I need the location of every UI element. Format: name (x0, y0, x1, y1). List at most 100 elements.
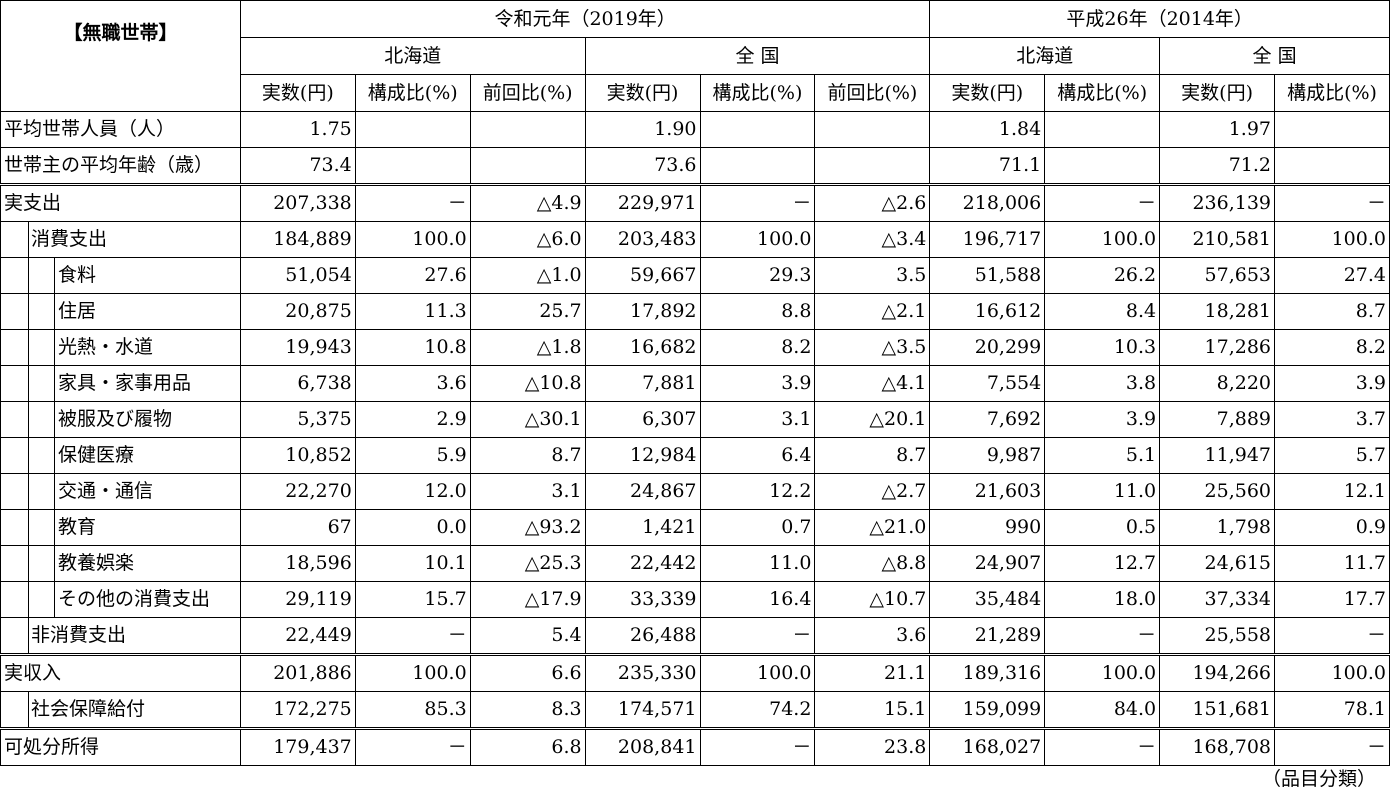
table-row: 可処分所得 179,437 － 6.8 208,841 － 23.8 168,027 － 168,… (0, 727, 1390, 766)
table-cell: 0.7 (699, 509, 816, 546)
table-cell: 2.9 (354, 401, 471, 438)
table-cell: △93.2 (469, 509, 586, 546)
table-cell: 29,119 (239, 581, 356, 618)
col-header-jissu: 実数(円) (929, 74, 1046, 112)
table-cell (1044, 147, 1161, 185)
row-label: 住居 (0, 293, 241, 330)
table-cell: 67 (239, 509, 356, 546)
table-cell: 73.4 (239, 147, 356, 185)
table-cell: 19,943 (239, 329, 356, 366)
table-cell: △8.8 (814, 545, 931, 582)
table-corner-label: 【無職世帯】 (0, 0, 241, 112)
table-cell (1274, 147, 1390, 185)
table-cell: 218,006 (929, 183, 1046, 222)
table-cell: 3.5 (814, 257, 931, 294)
table-cell: 27.4 (1274, 257, 1390, 294)
table-cell: 168,027 (929, 727, 1046, 766)
table-cell: 71.2 (1159, 147, 1276, 185)
table-cell: △20.1 (814, 401, 931, 438)
table-cell: 73.6 (584, 147, 701, 185)
table-cell: 71.1 (929, 147, 1046, 185)
table-cell: 196,717 (929, 221, 1046, 258)
table-cell: 25,558 (1159, 617, 1276, 655)
table-row: 家具・家事用品 6,738 3.6 △10.8 7,881 3.9 △4.1 7,554 3.8… (0, 365, 1390, 402)
table-cell: 84.0 (1044, 691, 1161, 729)
table-cell: △3.5 (814, 329, 931, 366)
table-cell: 5.1 (1044, 437, 1161, 474)
table-row: その他の消費支出 29,119 15.7 △17.9 33,339 16.4 △10.7 35… (0, 581, 1390, 618)
row-label: その他の消費支出 (0, 581, 241, 618)
table-cell: 1.75 (239, 111, 356, 148)
table-cell: 159,099 (929, 691, 1046, 729)
table-cell: 8.8 (699, 293, 816, 330)
table-cell: 11.7 (1274, 545, 1390, 582)
period-header-r1: 令和元年（2019年） (239, 0, 931, 38)
table-cell: 10.3 (1044, 329, 1161, 366)
table-cell: 12.1 (1274, 473, 1390, 510)
table-cell: 9,987 (929, 437, 1046, 474)
table-cell (354, 147, 471, 185)
table-cell: 24,867 (584, 473, 701, 510)
table-cell: △1.0 (469, 257, 586, 294)
table-cell: 203,483 (584, 221, 701, 258)
row-label: 実収入 (0, 653, 241, 692)
table-cell (469, 147, 586, 185)
table-cell: 78.1 (1274, 691, 1390, 729)
row-label: 社会保障給付 (0, 691, 241, 729)
table-cell: 5.7 (1274, 437, 1390, 474)
table-cell: 74.2 (699, 691, 816, 729)
table-row: 被服及び履物 5,375 2.9 △30.1 6,307 3.1 △20.1 7,692 3.9… (0, 401, 1390, 438)
table-cell: 85.3 (354, 691, 471, 729)
table-cell: 29.3 (699, 257, 816, 294)
region-header-r1-hokkaido: 北海道 (239, 37, 586, 75)
table-cell: 21,603 (929, 473, 1046, 510)
table-cell (354, 111, 471, 148)
table-cell: 10.8 (354, 329, 471, 366)
table-cell: － (354, 183, 471, 222)
table-cell: △17.9 (469, 581, 586, 618)
table-cell: － (699, 727, 816, 766)
table-cell: － (699, 617, 816, 655)
table-row: 平均世帯人員（人） 1.75 1.90 1.84 1.97 (0, 111, 1390, 148)
table-row: 教育 67 0.0 △93.2 1,421 0.7 △21.0 990 0.5 1,798 0.9 (0, 509, 1390, 546)
table-cell: 1.84 (929, 111, 1046, 148)
table-cell: 3.9 (699, 365, 816, 402)
table-cell: 11,947 (1159, 437, 1276, 474)
table-cell: △25.3 (469, 545, 586, 582)
table-cell: 12.2 (699, 473, 816, 510)
table-cell: 1.90 (584, 111, 701, 148)
region-header-r1-zenkoku: 全 国 (584, 37, 931, 75)
col-header-kousei: 構成比(%) (354, 74, 471, 112)
table-cell: 33,339 (584, 581, 701, 618)
table-cell: 179,437 (239, 727, 356, 766)
table-cell: 10,852 (239, 437, 356, 474)
table-cell: 3.8 (1044, 365, 1161, 402)
table-row: 保健医療 10,852 5.9 8.7 12,984 6.4 8.7 9,987 5.1 11,9… (0, 437, 1390, 474)
table-cell: 236,139 (1159, 183, 1276, 222)
table-row: 交通・通信 22,270 12.0 3.1 24,867 12.2 △2.7 21,603 11… (0, 473, 1390, 510)
table-cell: 6,738 (239, 365, 356, 402)
table-cell: △30.1 (469, 401, 586, 438)
table-cell: 235,330 (584, 653, 701, 692)
row-label: 家具・家事用品 (0, 365, 241, 402)
row-label: 光熱・水道 (0, 329, 241, 366)
household-budget-table: 【無職世帯】 令和元年（2019年） 平成26年（2014年） 北海道 全 国 … (0, 0, 1390, 766)
table-cell: △6.0 (469, 221, 586, 258)
table-cell: 208,841 (584, 727, 701, 766)
table-cell: 8.4 (1044, 293, 1161, 330)
table-cell: 184,889 (239, 221, 356, 258)
table-cell: － (354, 727, 471, 766)
row-label: 消費支出 (0, 221, 241, 258)
table-cell (699, 111, 816, 148)
table-row: 消費支出 184,889 100.0 △6.0 203,483 100.0 △3.4 196,… (0, 221, 1390, 258)
table-cell: 201,886 (239, 653, 356, 692)
table-cell (814, 111, 931, 148)
table-cell: 990 (929, 509, 1046, 546)
table-cell: 100.0 (354, 221, 471, 258)
table-cell: 51,054 (239, 257, 356, 294)
table-cell: 8.2 (1274, 329, 1390, 366)
row-label: 世帯主の平均年齢（歳） (0, 147, 241, 185)
table-cell: 3.9 (1044, 401, 1161, 438)
table-cell: 100.0 (1044, 221, 1161, 258)
table-cell: 100.0 (699, 653, 816, 692)
